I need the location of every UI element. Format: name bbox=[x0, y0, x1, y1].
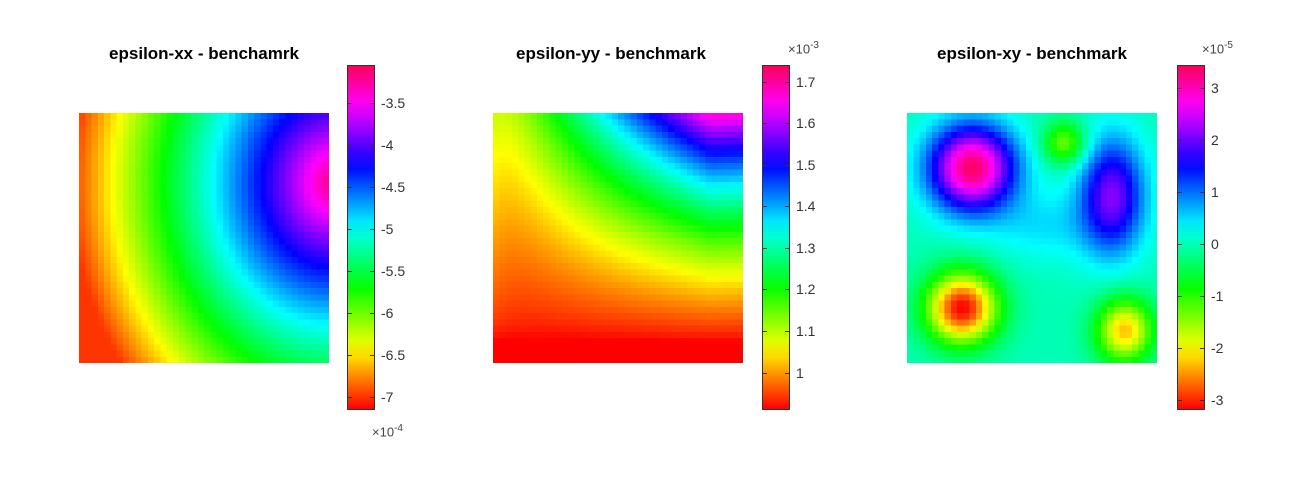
colorbar-xy bbox=[1177, 65, 1205, 410]
colorbar-tick-mark bbox=[1200, 140, 1204, 142]
colorbar-tick-mark bbox=[1200, 399, 1204, 401]
colorbar-tick-mark bbox=[763, 164, 767, 166]
colorbar-tick-mark bbox=[763, 372, 767, 374]
colorbar-tick-mark bbox=[1178, 243, 1182, 245]
colorbar-tick-label: -3.5 bbox=[381, 94, 406, 111]
heatmap-yy bbox=[493, 113, 743, 363]
colorbar-tick-label: 1.7 bbox=[796, 73, 816, 90]
colorbar-tick-label: 1.6 bbox=[796, 115, 816, 132]
colorbar-tick-mark bbox=[370, 397, 374, 399]
colorbar-tick-label: -5 bbox=[381, 221, 394, 238]
colorbar-tick-mark bbox=[785, 289, 789, 291]
colorbar-tick-label: -6.5 bbox=[381, 347, 406, 364]
colorbar-tick-label: -1 bbox=[1211, 287, 1224, 304]
chart-title-yy: epsilon-yy - benchmark bbox=[516, 44, 706, 63]
colorbar-tick-mark bbox=[763, 206, 767, 208]
colorbar-tick-label: 1 bbox=[796, 364, 804, 381]
colorbar-tick-mark bbox=[348, 187, 352, 188]
colorbar-tick-label: -6 bbox=[381, 305, 394, 322]
colorbar-tick-mark bbox=[1178, 88, 1182, 90]
colorbar-tick-mark bbox=[1178, 140, 1182, 142]
colorbar-tick-label: 3 bbox=[1211, 80, 1219, 97]
colorbar-tick-label: -3 bbox=[1211, 391, 1224, 408]
colorbar-tick-mark bbox=[763, 247, 767, 249]
colorbar-tick-mark bbox=[1178, 192, 1182, 194]
colorbar-tick-mark bbox=[348, 144, 352, 146]
colorbar-tick-mark bbox=[370, 313, 374, 315]
colorbar-yy bbox=[762, 65, 790, 410]
colorbar-tick-label: -7 bbox=[381, 389, 394, 406]
colorbar-tick-mark bbox=[348, 313, 352, 315]
colorbar-tick-label: 1 bbox=[1211, 184, 1219, 201]
colorbar-xx bbox=[347, 65, 375, 410]
colorbar-tick-mark bbox=[370, 271, 374, 273]
colorbar-tick-label: 2 bbox=[1211, 132, 1219, 149]
colorbar-multiplier-yy: ×10-3 bbox=[788, 40, 819, 57]
colorbar-tick-mark bbox=[763, 81, 767, 83]
colorbar-tick-mark bbox=[785, 331, 789, 333]
colorbar-tick-label: 1.5 bbox=[796, 156, 816, 173]
colorbar-tick-mark bbox=[1200, 192, 1204, 194]
colorbar-tick-label: 0 bbox=[1211, 235, 1219, 252]
colorbar-tick-mark bbox=[763, 289, 767, 291]
colorbar-tick-mark bbox=[785, 81, 789, 83]
colorbar-tick-mark bbox=[348, 229, 352, 231]
colorbar-tick-label: 1.4 bbox=[796, 198, 816, 215]
colorbar-tick-label: 1.1 bbox=[796, 323, 816, 340]
colorbar-tick-mark bbox=[348, 397, 352, 399]
colorbar-tick-label: -5.5 bbox=[381, 263, 406, 280]
chart-title-xx: epsilon-xx - benchamrk bbox=[109, 44, 299, 63]
colorbar-tick-mark bbox=[785, 123, 789, 125]
heatmap-xy bbox=[907, 113, 1157, 363]
colorbar-tick-mark bbox=[1178, 347, 1182, 349]
colorbar-tick-mark bbox=[348, 355, 352, 357]
colorbar-tick-mark bbox=[1200, 88, 1204, 90]
colorbar-tick-mark bbox=[370, 229, 374, 231]
colorbar-tick-mark bbox=[1178, 295, 1182, 297]
colorbar-tick-mark bbox=[785, 164, 789, 166]
colorbar-tick-mark bbox=[785, 206, 789, 208]
colorbar-tick-mark bbox=[763, 331, 767, 333]
colorbar-tick-mark bbox=[763, 123, 767, 125]
colorbar-tick-label: 1.2 bbox=[796, 281, 816, 298]
colorbar-tick-label: -4.5 bbox=[381, 179, 406, 195]
colorbar-tick-label: -4 bbox=[381, 136, 394, 153]
colorbar-tick-mark bbox=[370, 102, 374, 104]
colorbar-tick-label: 1.3 bbox=[796, 239, 816, 256]
colorbar-tick-label: -2 bbox=[1211, 339, 1224, 356]
colorbar-tick-mark bbox=[370, 144, 374, 146]
colorbar-tick-mark bbox=[785, 372, 789, 374]
colorbar-tick-mark bbox=[1200, 295, 1204, 297]
colorbar-tick-mark bbox=[370, 355, 374, 357]
colorbar-tick-mark bbox=[1200, 243, 1204, 245]
colorbar-multiplier-xx: ×10-4 bbox=[372, 423, 403, 440]
colorbar-tick-mark bbox=[785, 247, 789, 249]
chart-title-xy: epsilon-xy - benchmark bbox=[937, 44, 1127, 63]
colorbar-tick-mark bbox=[1200, 347, 1204, 349]
heatmap-xx bbox=[79, 113, 329, 363]
colorbar-tick-mark bbox=[348, 102, 352, 104]
colorbar-multiplier-xy: ×10-5 bbox=[1202, 40, 1233, 57]
colorbar-tick-mark bbox=[370, 187, 374, 188]
colorbar-tick-mark bbox=[348, 271, 352, 273]
colorbar-tick-mark bbox=[1178, 399, 1182, 401]
